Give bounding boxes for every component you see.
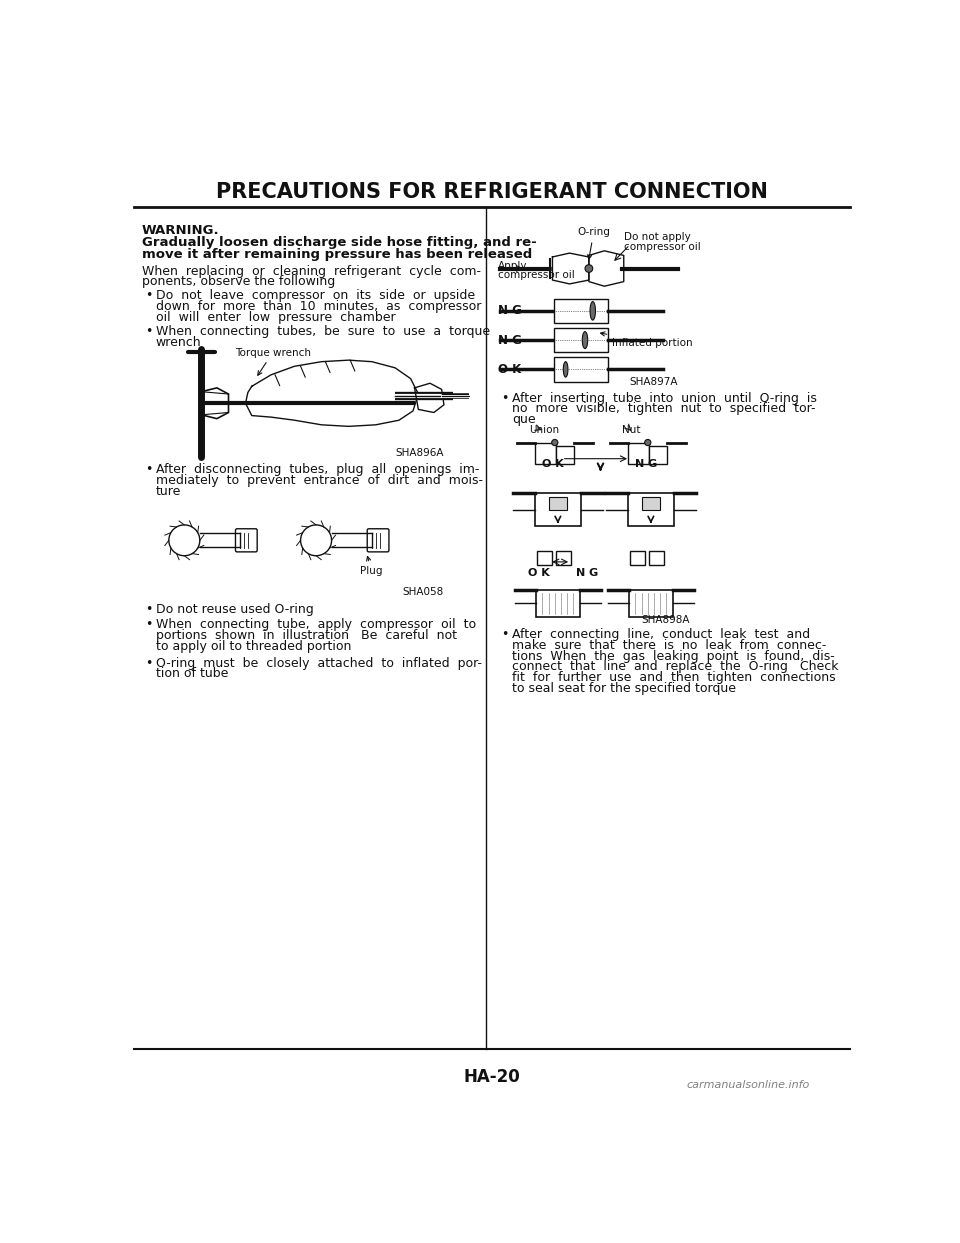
Text: WARNING.: WARNING. <box>142 224 219 237</box>
Text: •: • <box>145 618 153 631</box>
Text: Apply: Apply <box>498 261 528 271</box>
Text: ponents, observe the following: ponents, observe the following <box>142 276 335 288</box>
Bar <box>554 328 609 353</box>
Text: After  disconnecting  tubes,  plug  all  openings  im-: After disconnecting tubes, plug all open… <box>156 464 479 476</box>
Ellipse shape <box>590 302 595 321</box>
Circle shape <box>585 265 592 272</box>
Bar <box>554 298 609 323</box>
Text: •: • <box>145 656 153 670</box>
Text: Plug: Plug <box>360 557 383 577</box>
Text: When  connecting  tubes,  be  sure  to  use  a  torque: When connecting tubes, be sure to use a … <box>156 324 490 338</box>
Text: wrench: wrench <box>156 336 202 348</box>
Text: SHA898A: SHA898A <box>641 615 689 625</box>
FancyBboxPatch shape <box>649 445 667 464</box>
Text: ture: ture <box>156 485 181 498</box>
Bar <box>537 551 552 566</box>
Text: •: • <box>501 628 509 641</box>
Text: When  replacing  or  cleaning  refrigerant  cycle  com-: When replacing or cleaning refrigerant c… <box>142 265 481 277</box>
Text: compressor oil: compressor oil <box>624 241 701 251</box>
Text: Do  not  leave  compressor  on  its  side  or  upside: Do not leave compressor on its side or u… <box>156 290 475 302</box>
Text: N G: N G <box>498 333 522 347</box>
Text: N G: N G <box>498 305 522 317</box>
FancyBboxPatch shape <box>535 443 557 464</box>
Text: que: que <box>512 413 536 426</box>
Text: portions  shown  in  illustration   Be  careful  not: portions shown in illustration Be carefu… <box>156 629 457 641</box>
Polygon shape <box>588 251 624 286</box>
Text: Union: Union <box>529 425 560 435</box>
Text: •: • <box>145 464 153 476</box>
Ellipse shape <box>583 332 588 348</box>
Text: oil  will  enter  low  pressure  chamber: oil will enter low pressure chamber <box>156 311 396 324</box>
Text: O-ring: O-ring <box>577 227 611 259</box>
Text: Torque wrench: Torque wrench <box>234 348 311 375</box>
Text: O K: O K <box>498 363 521 375</box>
Text: Inflated portion: Inflated portion <box>601 332 693 348</box>
Text: Nut: Nut <box>622 425 640 435</box>
Bar <box>548 497 567 510</box>
Text: N G: N G <box>576 568 598 578</box>
Text: SHA896A: SHA896A <box>396 447 444 457</box>
Text: O K: O K <box>542 459 564 469</box>
Text: •: • <box>145 324 153 338</box>
Circle shape <box>552 440 558 445</box>
Text: Do not apply: Do not apply <box>624 232 690 242</box>
Polygon shape <box>552 254 588 283</box>
Text: to apply oil to threaded portion: to apply oil to threaded portion <box>156 640 351 653</box>
Text: no  more  visible,  tighten  nut  to  specified  tor-: no more visible, tighten nut to specifie… <box>512 403 816 415</box>
Bar <box>649 551 664 566</box>
Text: N G: N G <box>636 459 658 469</box>
FancyBboxPatch shape <box>556 445 574 464</box>
Bar <box>641 497 660 510</box>
Text: When  connecting  tube,  apply  compressor  oil  to: When connecting tube, apply compressor o… <box>156 618 476 631</box>
Text: tions  When  the  gas  leaking  point  is  found,  dis-: tions When the gas leaking point is foun… <box>512 650 835 663</box>
Text: fit  for  further  use  and  then  tighten  connections: fit for further use and then tighten con… <box>512 671 836 684</box>
Text: compressor oil: compressor oil <box>498 270 575 280</box>
Text: •: • <box>145 290 153 302</box>
Text: After  connecting  line,  conduct  leak  test  and: After connecting line, conduct leak test… <box>512 628 810 641</box>
Text: PRECAUTIONS FOR REFRIGERANT CONNECTION: PRECAUTIONS FOR REFRIGERANT CONNECTION <box>216 181 768 201</box>
Circle shape <box>645 440 651 445</box>
Bar <box>628 492 674 527</box>
Bar <box>554 357 609 382</box>
Text: SHA897A: SHA897A <box>630 377 678 387</box>
Text: move it after remaining pressure has been released: move it after remaining pressure has bee… <box>142 249 532 261</box>
Bar <box>629 589 673 618</box>
Text: O-ring  must  be  closely  attached  to  inflated  por-: O-ring must be closely attached to infla… <box>156 656 482 670</box>
Text: to seal seat for the specified torque: to seal seat for the specified torque <box>512 682 736 695</box>
Text: HA-20: HA-20 <box>464 1068 520 1086</box>
Text: SHA058: SHA058 <box>402 587 444 597</box>
Text: Gradually loosen discharge side hose fitting, and re-: Gradually loosen discharge side hose fit… <box>142 236 537 249</box>
FancyBboxPatch shape <box>628 443 649 464</box>
Ellipse shape <box>564 362 568 377</box>
Text: •: • <box>145 603 153 617</box>
Text: •: • <box>501 392 509 405</box>
Text: O K: O K <box>528 568 550 578</box>
Bar <box>537 589 580 618</box>
Text: connect  that  line  and  replace  the  O-ring   Check: connect that line and replace the O-ring… <box>512 660 839 674</box>
Bar <box>630 551 645 566</box>
Bar <box>556 551 571 566</box>
Text: mediately  to  prevent  entrance  of  dirt  and  mois-: mediately to prevent entrance of dirt an… <box>156 474 483 487</box>
Text: carmanualsonline.info: carmanualsonline.info <box>686 1080 809 1090</box>
Text: tion of tube: tion of tube <box>156 667 228 680</box>
Text: down  for  more  than  10  minutes,  as  compressor: down for more than 10 minutes, as compre… <box>156 300 481 313</box>
Text: After  inserting  tube  into  union  until  O-ring  is: After inserting tube into union until O-… <box>512 392 817 405</box>
Text: make  sure  that  there  is  no  leak  from  connec-: make sure that there is no leak from con… <box>512 639 827 651</box>
Text: Do not reuse used O-ring: Do not reuse used O-ring <box>156 603 313 617</box>
Bar <box>535 492 581 527</box>
